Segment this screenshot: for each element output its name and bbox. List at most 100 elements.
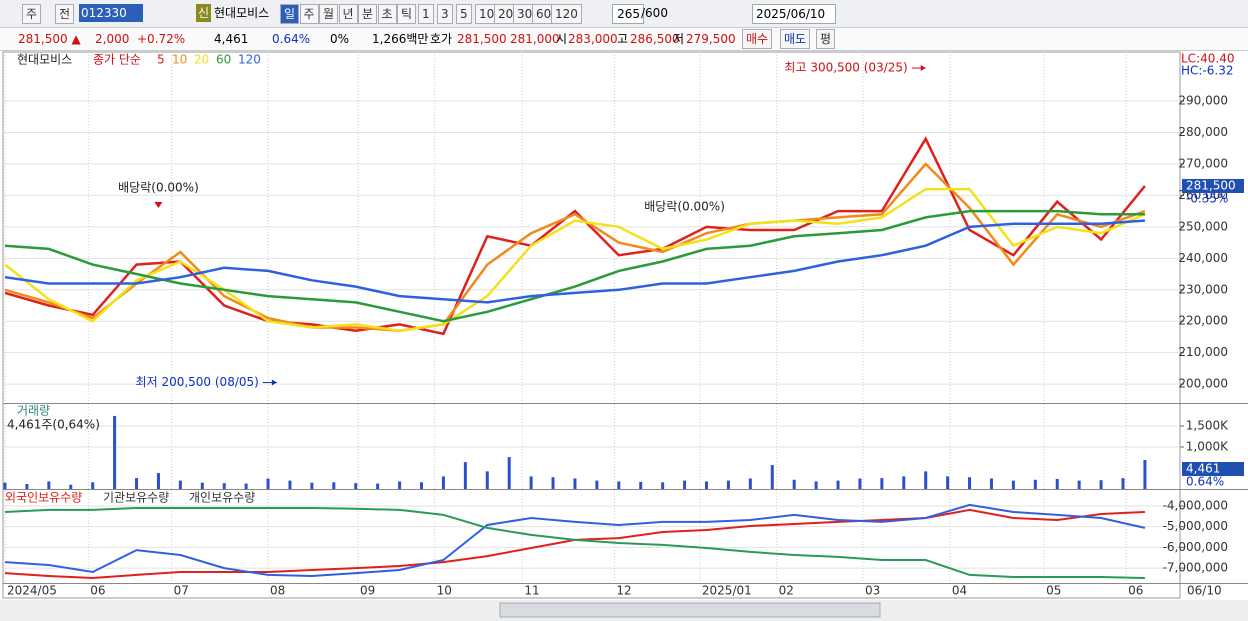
interval-button[interactable]: 3 (437, 4, 453, 24)
volume-bar (332, 482, 336, 489)
x-tick-label: 07 (174, 584, 189, 598)
y-tick-label: -4,000,000 (1163, 498, 1228, 512)
quote-bar: 281,500 ▲ 2,000 +0.72% 4,461 0.64% 0% 1,… (0, 28, 1248, 51)
stock-name: 현대모비스 (214, 6, 270, 20)
y-tick-label: 250,000 (1178, 219, 1228, 233)
period-button[interactable]: 월 (319, 4, 339, 24)
y-tick-label: 240,000 (1178, 251, 1228, 265)
bid: 281,000 (510, 32, 560, 46)
open: 283,000 (568, 32, 618, 46)
interval-button[interactable]: 10 (475, 4, 499, 24)
amount: 1,266백만 (372, 32, 429, 46)
price: 281,500 ▲ (18, 32, 81, 46)
x-tick-label: 02 (779, 584, 794, 598)
interval-button[interactable]: 1 (418, 4, 434, 24)
x-tick-label: 06 (1128, 584, 1143, 598)
last-label: 4,461 (1186, 462, 1220, 476)
badge: 신 (196, 4, 212, 22)
annotation-arrowhead (271, 379, 277, 386)
x-tick-label: 05 (1046, 584, 1061, 598)
volume-bar (924, 471, 928, 489)
buy-button[interactable]: 매수 (742, 29, 773, 49)
period-button[interactable]: 주 (299, 4, 319, 24)
lc-label: LC:40.40 (1181, 52, 1234, 66)
x-tick-label: 08 (270, 584, 285, 598)
volume-bar (989, 478, 993, 489)
volume-bar (573, 478, 577, 489)
volume-bar (1011, 480, 1015, 489)
volume-bar (748, 478, 752, 489)
y-tick-label: 290,000 (1178, 94, 1228, 108)
volume-bar (836, 480, 840, 489)
x-end-label: 06/10 (1187, 584, 1222, 598)
volume-bar (1033, 479, 1037, 489)
volume-bar (441, 476, 445, 489)
series-line (4, 507, 1145, 579)
series-line (4, 162, 1146, 332)
series-line (4, 219, 1145, 304)
low: 279,500 (686, 32, 736, 46)
hc-label: HC:-6.32 (1181, 64, 1234, 78)
scroll-thumb[interactable] (499, 602, 881, 618)
legend-entry: 60 (216, 53, 231, 67)
volume-bar (69, 484, 73, 489)
volume-bar (639, 481, 643, 489)
legend-name: 현대모비스 (17, 53, 72, 67)
volume-bar (880, 478, 884, 489)
count-input[interactable]: 265 (612, 4, 644, 24)
high-label: 고 (617, 32, 629, 46)
volume-bar (200, 482, 204, 489)
series-line (4, 209, 1145, 323)
y-tick-label: 280,000 (1178, 125, 1228, 139)
period-button[interactable]: 분 (358, 4, 378, 24)
x-tick-label: 12 (616, 584, 631, 598)
panel-title: 거래량 (17, 404, 50, 418)
period-button[interactable]: 틱 (397, 4, 417, 24)
volume-bar (1099, 480, 1103, 489)
avg-button[interactable]: 평 (816, 29, 836, 49)
annotation: 최고 300,500 (03/25) (784, 61, 907, 75)
prev-button[interactable]: 전 (55, 4, 75, 24)
y-tick-label: 210,000 (1178, 345, 1228, 359)
sell-button[interactable]: 매도 (780, 29, 811, 49)
period-button[interactable]: 일 (280, 4, 300, 24)
interval-button[interactable]: 120 (551, 4, 582, 24)
volume-bar (178, 480, 182, 489)
period-button[interactable]: 년 (338, 4, 358, 24)
x-tick-label: 04 (952, 584, 967, 598)
volume-bar (485, 471, 489, 489)
market-select[interactable]: 주 (22, 4, 42, 24)
y-tick-label: 1,000K (1186, 440, 1229, 454)
x-tick-label: 10 (437, 584, 452, 598)
volume-bar (617, 481, 621, 489)
period-button[interactable]: 초 (377, 4, 397, 24)
y-tick-label: -7,000,000 (1163, 561, 1228, 575)
series-line (4, 136, 1146, 336)
legend-entry: 120 (238, 53, 261, 67)
volume-bar (288, 480, 292, 489)
volume-bar (113, 415, 117, 489)
volume-bar (1077, 480, 1081, 489)
volume-bar (244, 483, 248, 489)
volume-bar (222, 483, 226, 489)
code-input[interactable]: 012330 (79, 4, 143, 22)
interval-button[interactable]: 5 (456, 4, 472, 24)
volume-bar (770, 465, 774, 489)
legend-title: 종가 단순 (93, 53, 141, 67)
volume-bar (683, 480, 687, 489)
y-tick-label: 270,000 (1178, 156, 1228, 170)
rate: +0.72% (137, 32, 186, 46)
volume-bar (529, 476, 533, 489)
volume-bar (398, 481, 402, 489)
volume-bar (1143, 460, 1147, 489)
y-tick-label: 230,000 (1178, 282, 1228, 296)
last-change: 0.64% (1186, 475, 1224, 489)
volume-bar (1055, 478, 1059, 489)
date-input[interactable]: 2025/06/10 (752, 4, 836, 24)
open-label: 시 (556, 32, 568, 46)
volume-bar (463, 462, 467, 489)
legend-entry: 10 (172, 53, 187, 67)
x-tick-label: 09 (360, 584, 375, 598)
